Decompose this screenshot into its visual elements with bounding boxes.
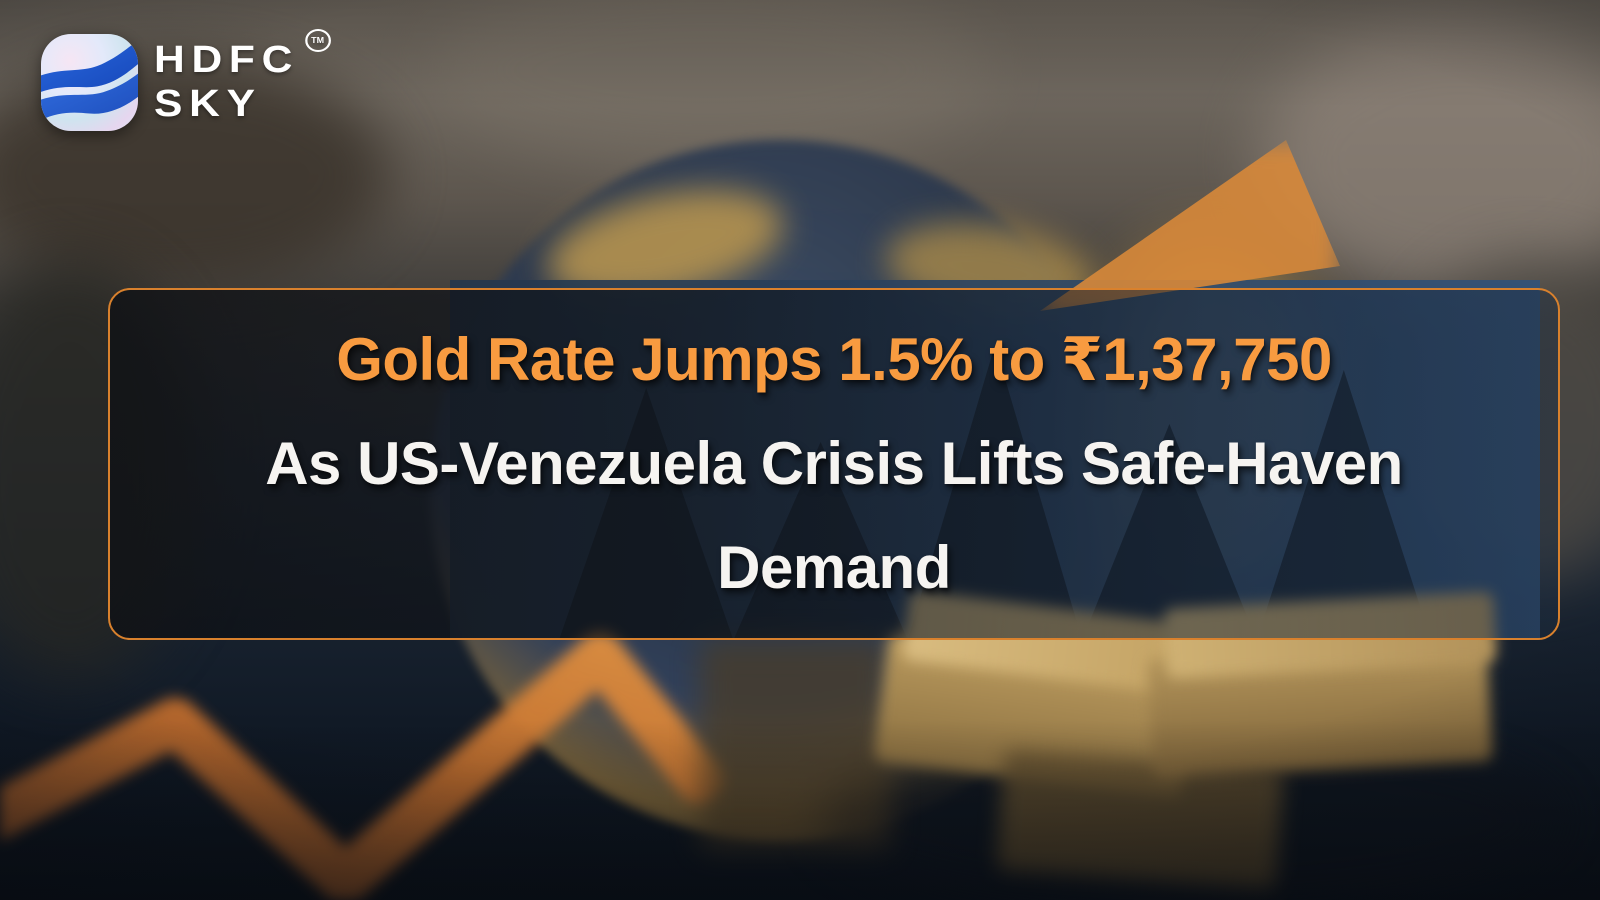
hdfc-sky-swoosh-icon bbox=[41, 34, 138, 131]
headline-line-1: Gold Rate Jumps 1.5% to ₹1,37,750 bbox=[336, 326, 1332, 393]
brand-name-line2: SKY bbox=[154, 83, 262, 125]
gold-bar-icon bbox=[700, 640, 890, 850]
brand-wordmark: HDFC TM SKY bbox=[154, 29, 331, 126]
brand-logo: HDFC TM SKY bbox=[41, 29, 331, 131]
headline-line-2: As US-Venezuela Crisis Lifts Safe-Haven bbox=[265, 430, 1403, 497]
headline-line-3: Demand bbox=[717, 534, 951, 601]
brand-name-line1: HDFC bbox=[154, 39, 300, 81]
headline-card: Gold Rate Jumps 1.5% to ₹1,37,750 As US-… bbox=[108, 288, 1560, 640]
trademark-badge: TM bbox=[304, 29, 331, 52]
